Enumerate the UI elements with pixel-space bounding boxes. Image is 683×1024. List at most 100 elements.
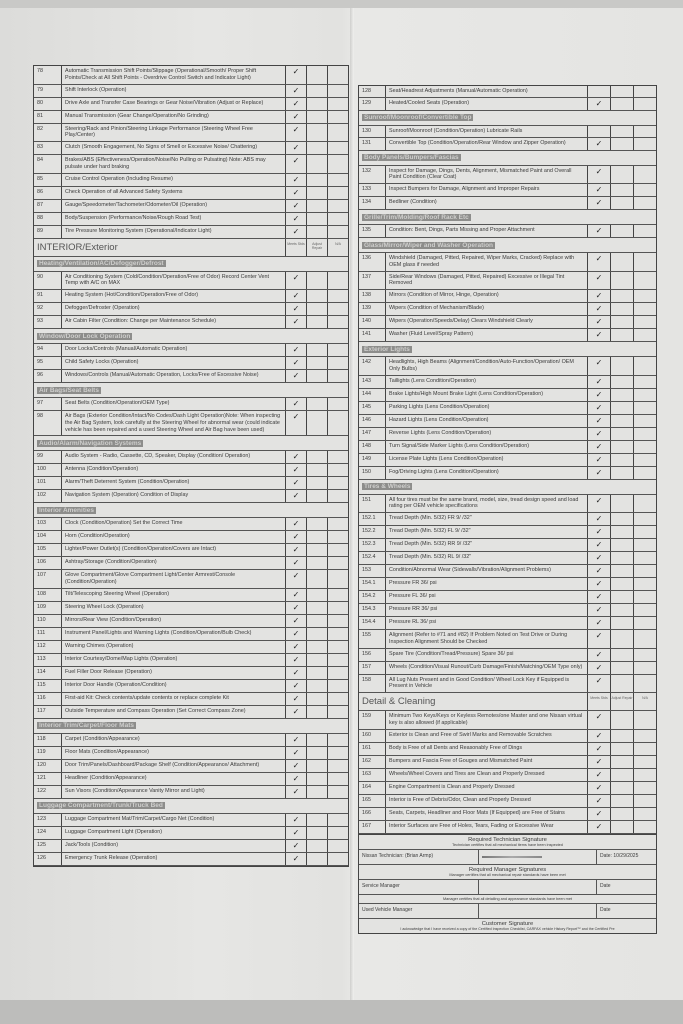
adjust-repair-checkbox[interactable] [306,733,327,746]
adjust-repair-checkbox[interactable] [306,653,327,666]
na-checkbox[interactable] [327,640,348,653]
adjust-repair-checkbox[interactable] [306,839,327,852]
na-checkbox[interactable] [633,388,656,401]
adjust-repair-checkbox[interactable] [306,746,327,759]
adjust-repair-checkbox[interactable] [306,772,327,785]
na-checkbox[interactable] [327,826,348,839]
na-checkbox[interactable] [633,768,656,781]
na-checkbox[interactable] [327,692,348,705]
adjust-repair-checkbox[interactable] [306,785,327,798]
na-checkbox[interactable] [633,303,656,315]
meets-standards-checkbox[interactable] [587,125,610,137]
na-checkbox[interactable] [633,290,656,302]
meets-standards-checkbox[interactable]: ✓ [587,401,610,414]
meets-standards-checkbox[interactable]: ✓ [285,627,306,640]
na-checkbox[interactable] [633,253,656,271]
na-checkbox[interactable] [327,199,348,212]
meets-standards-checkbox[interactable]: ✓ [285,653,306,666]
adjust-repair-checkbox[interactable] [306,142,327,154]
na-checkbox[interactable] [633,427,656,440]
adjust-repair-checkbox[interactable] [306,66,327,84]
adjust-repair-checkbox[interactable] [610,357,633,375]
meets-standards-checkbox[interactable]: ✓ [285,97,306,110]
adjust-repair-checkbox[interactable] [306,370,327,382]
adjust-repair-checkbox[interactable] [610,86,633,97]
adjust-repair-checkbox[interactable] [306,705,327,718]
adjust-repair-checkbox[interactable] [610,125,633,137]
na-checkbox[interactable] [327,411,348,436]
na-checkbox[interactable] [327,601,348,614]
meets-standards-checkbox[interactable]: ✓ [587,253,610,271]
meets-standards-checkbox[interactable]: ✓ [587,290,610,302]
meets-standards-checkbox[interactable]: ✓ [587,513,610,525]
meets-standards-checkbox[interactable]: ✓ [285,518,306,531]
adjust-repair-checkbox[interactable] [306,477,327,490]
adjust-repair-checkbox[interactable] [610,674,633,692]
na-checkbox[interactable] [327,666,348,679]
na-checkbox[interactable] [327,544,348,557]
adjust-repair-checkbox[interactable] [306,640,327,653]
na-checkbox[interactable] [327,785,348,798]
meets-standards-checkbox[interactable]: ✓ [587,271,610,289]
adjust-repair-checkbox[interactable] [610,729,633,742]
meets-standards-checkbox[interactable]: ✓ [285,588,306,601]
meets-standards-checkbox[interactable]: ✓ [285,666,306,679]
na-checkbox[interactable] [633,453,656,466]
adjust-repair-checkbox[interactable] [610,526,633,538]
na-checkbox[interactable] [327,759,348,772]
meets-standards-checkbox[interactable]: ✓ [587,526,610,538]
meets-standards-checkbox[interactable]: ✓ [285,531,306,544]
na-checkbox[interactable] [327,614,348,627]
adjust-repair-checkbox[interactable] [306,518,327,531]
adjust-repair-checkbox[interactable] [610,617,633,629]
meets-standards-checkbox[interactable]: ✓ [587,729,610,742]
adjust-repair-checkbox[interactable] [610,440,633,453]
adjust-repair-checkbox[interactable] [610,794,633,807]
meets-standards-checkbox[interactable]: ✓ [587,661,610,674]
na-checkbox[interactable] [633,165,656,183]
meets-standards-checkbox[interactable]: ✓ [587,674,610,692]
adjust-repair-checkbox[interactable] [610,781,633,794]
na-checkbox[interactable] [327,123,348,141]
meets-standards-checkbox[interactable]: ✓ [285,570,306,588]
adjust-repair-checkbox[interactable] [610,401,633,414]
adjust-repair-checkbox[interactable] [306,570,327,588]
na-checkbox[interactable] [633,781,656,794]
na-checkbox[interactable] [633,401,656,414]
adjust-repair-checkbox[interactable] [610,414,633,427]
meets-standards-checkbox[interactable]: ✓ [285,290,306,302]
adjust-repair-checkbox[interactable] [306,199,327,212]
adjust-repair-checkbox[interactable] [610,290,633,302]
na-checkbox[interactable] [633,630,656,648]
adjust-repair-checkbox[interactable] [610,742,633,755]
na-checkbox[interactable] [633,225,656,237]
na-checkbox[interactable] [327,464,348,477]
meets-standards-checkbox[interactable]: ✓ [285,142,306,154]
meets-standards-checkbox[interactable]: ✓ [587,388,610,401]
adjust-repair-checkbox[interactable] [306,759,327,772]
na-checkbox[interactable] [327,679,348,692]
meets-standards-checkbox[interactable]: ✓ [285,759,306,772]
meets-standards-checkbox[interactable]: ✓ [285,271,306,289]
na-checkbox[interactable] [327,142,348,154]
na-checkbox[interactable] [633,329,656,341]
na-checkbox[interactable] [327,97,348,110]
na-checkbox[interactable] [327,705,348,718]
na-checkbox[interactable] [633,565,656,577]
meets-standards-checkbox[interactable]: ✓ [285,813,306,826]
adjust-repair-checkbox[interactable] [610,466,633,479]
adjust-repair-checkbox[interactable] [306,225,327,238]
na-checkbox[interactable] [327,173,348,186]
meets-standards-checkbox[interactable]: ✓ [285,212,306,225]
meets-standards-checkbox[interactable]: ✓ [587,494,610,512]
na-checkbox[interactable] [327,357,348,369]
meets-standards-checkbox[interactable]: ✓ [285,344,306,356]
meets-standards-checkbox[interactable]: ✓ [285,155,306,173]
meets-standards-checkbox[interactable]: ✓ [587,357,610,375]
meets-standards-checkbox[interactable]: ✓ [587,820,610,833]
na-checkbox[interactable] [633,742,656,755]
adjust-repair-checkbox[interactable] [610,184,633,196]
adjust-repair-checkbox[interactable] [306,212,327,225]
adjust-repair-checkbox[interactable] [306,110,327,123]
na-checkbox[interactable] [327,316,348,328]
